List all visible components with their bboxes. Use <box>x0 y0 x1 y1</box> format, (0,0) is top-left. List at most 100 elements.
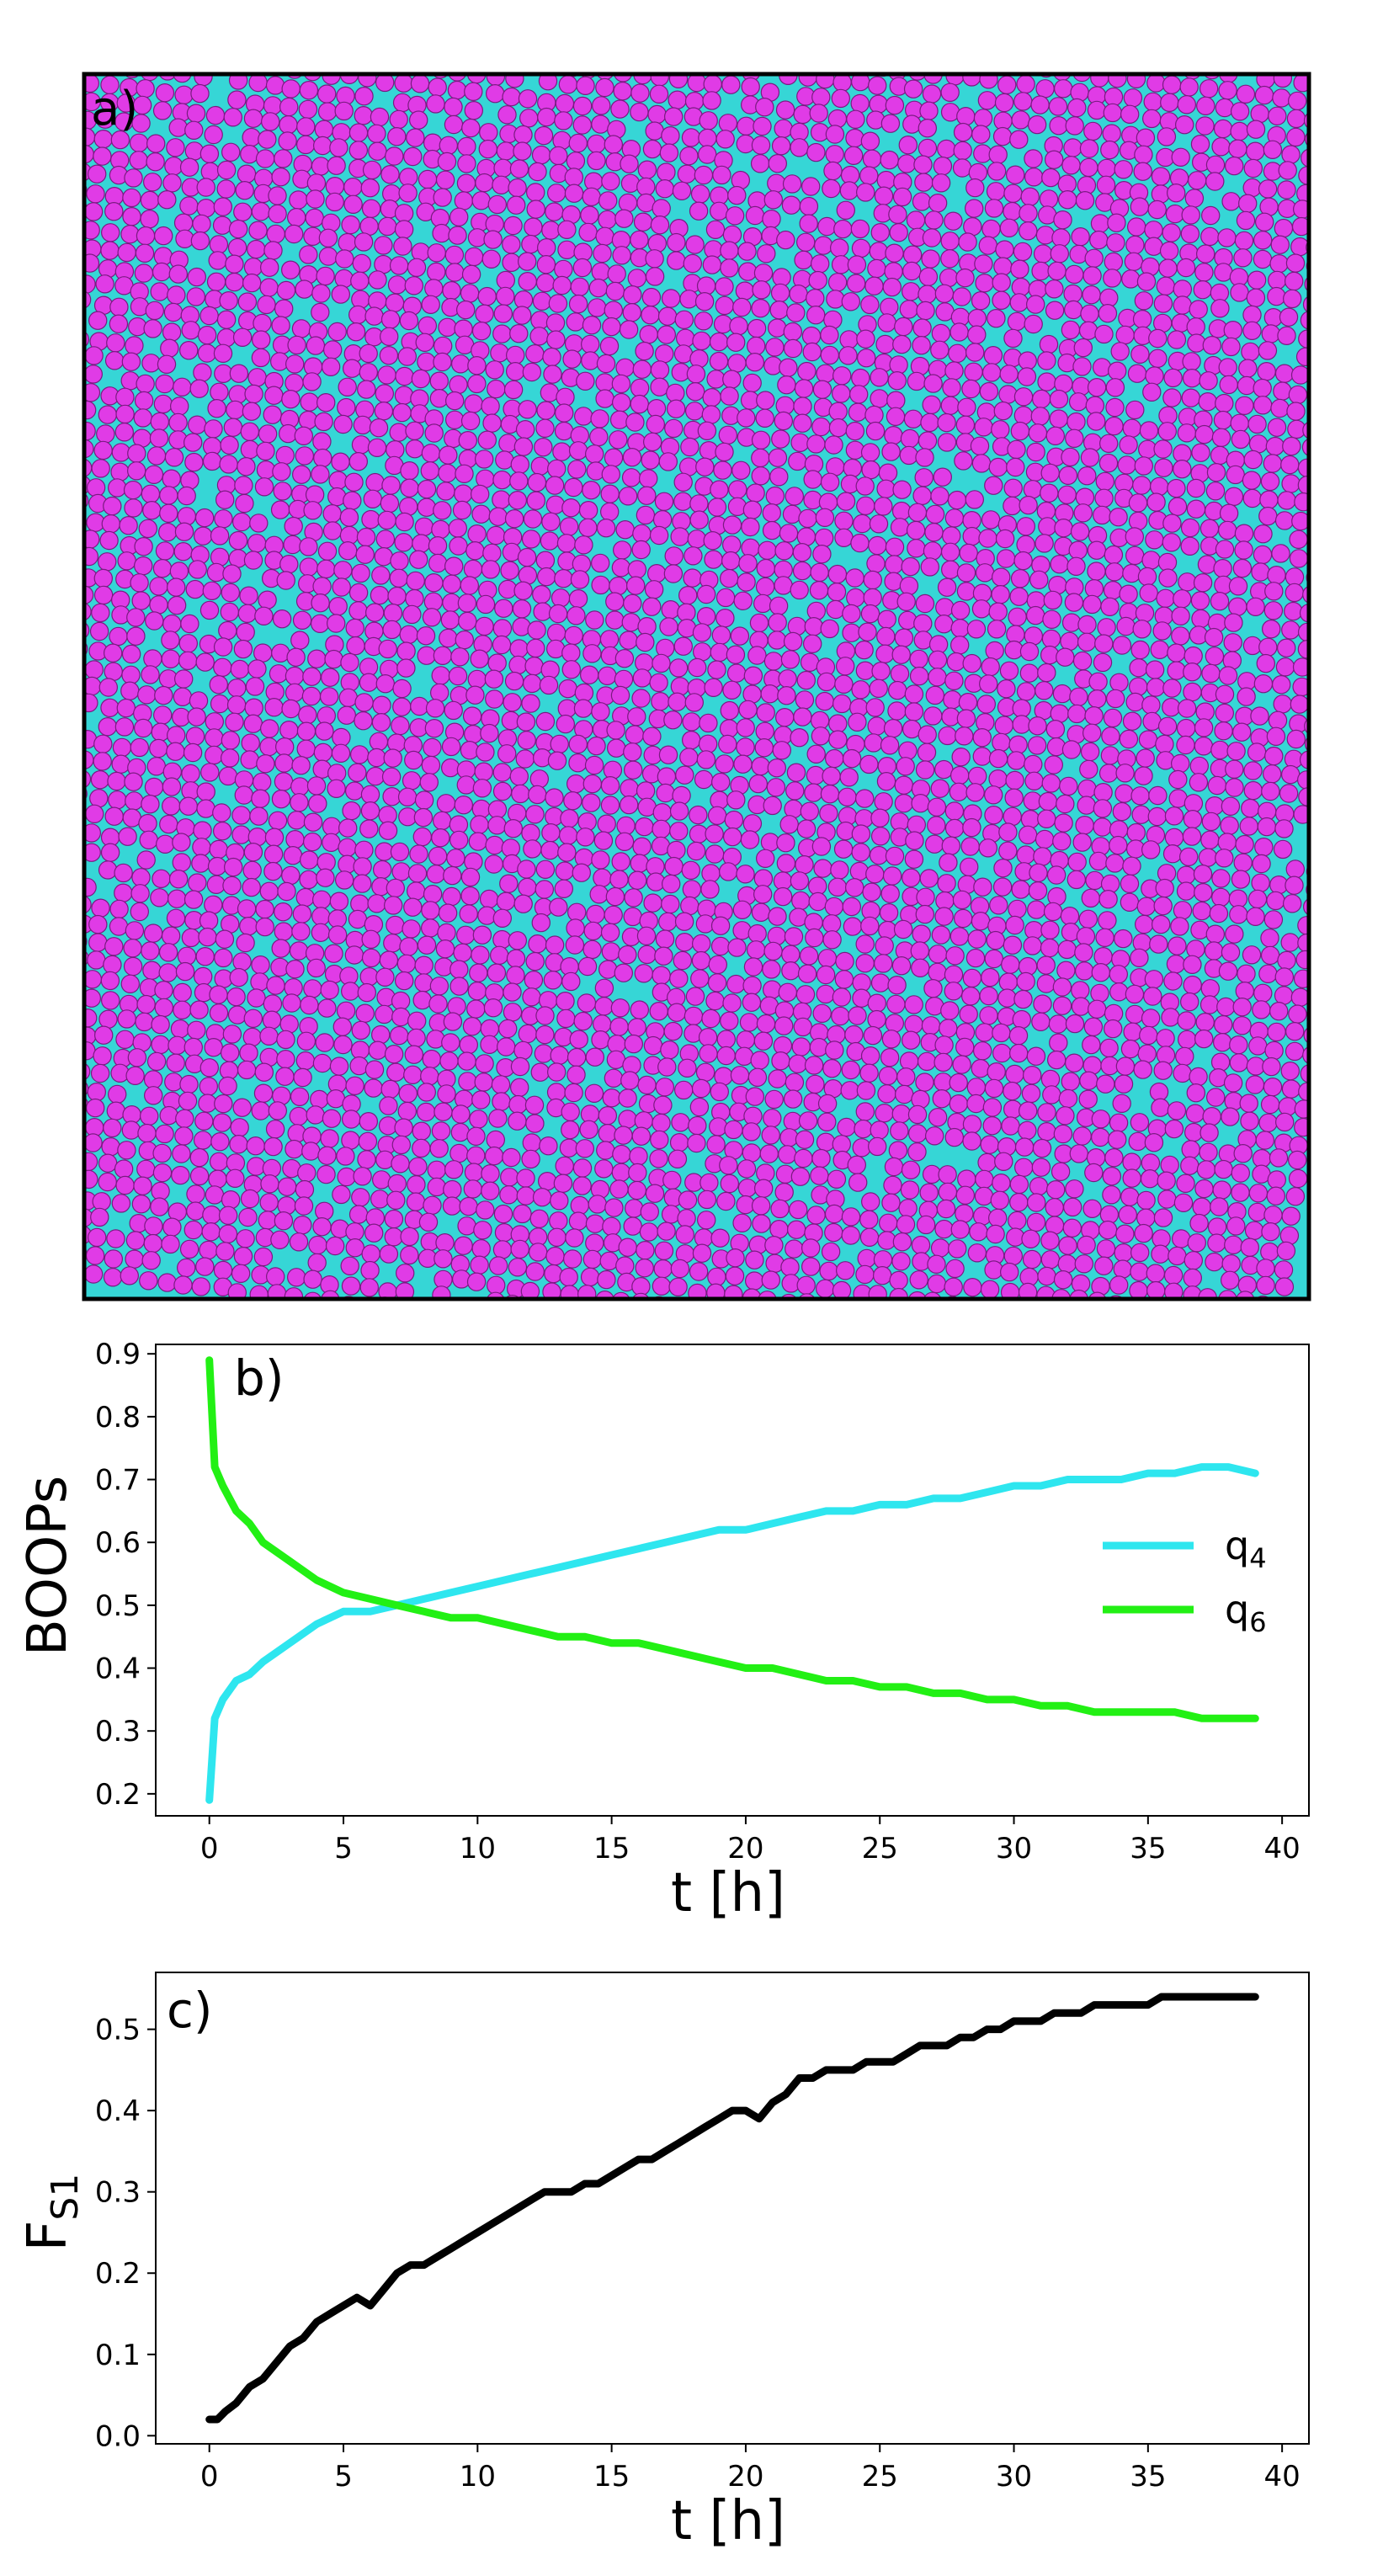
particle <box>653 1095 673 1115</box>
particle <box>248 221 268 240</box>
particle <box>311 907 331 926</box>
particle <box>152 1163 173 1183</box>
particle <box>159 503 178 524</box>
particle <box>705 220 726 239</box>
particle <box>1288 385 1308 405</box>
particle <box>831 1006 850 1026</box>
particle <box>306 336 326 355</box>
particle <box>885 537 905 557</box>
particle <box>1257 362 1276 381</box>
particle <box>157 522 178 542</box>
particle <box>610 685 630 705</box>
particle <box>1232 1016 1252 1035</box>
particle <box>1035 829 1055 849</box>
particle <box>965 783 985 802</box>
particle <box>1020 187 1040 206</box>
particle <box>696 607 716 626</box>
x-tick-label: 30 <box>996 1832 1032 1865</box>
particle <box>870 223 891 242</box>
particle <box>596 1141 615 1160</box>
particle <box>915 904 935 924</box>
particle <box>1224 1235 1243 1255</box>
particle <box>1173 1193 1194 1213</box>
particle <box>977 91 997 110</box>
particle <box>1013 989 1033 1009</box>
particle <box>959 543 978 563</box>
particle <box>582 481 601 500</box>
particle <box>338 377 357 397</box>
particle <box>942 378 961 397</box>
particle <box>338 688 358 708</box>
particle <box>364 1223 384 1243</box>
particle <box>455 630 475 650</box>
particle <box>106 333 125 353</box>
particle <box>1003 328 1023 349</box>
particle <box>1007 311 1027 332</box>
particle <box>988 145 1008 164</box>
particle <box>962 526 981 546</box>
particle <box>178 341 199 360</box>
particle <box>831 88 851 109</box>
particle <box>445 263 465 282</box>
particle <box>694 292 715 311</box>
particle <box>232 952 252 971</box>
particle <box>367 124 386 143</box>
particle <box>1250 706 1269 726</box>
particle <box>242 402 262 421</box>
particle <box>928 650 948 670</box>
particle <box>972 1041 992 1061</box>
particle <box>1158 568 1178 588</box>
x-tick-label: 5 <box>334 1832 353 1865</box>
particle <box>1228 577 1248 596</box>
particle <box>139 830 158 850</box>
particle <box>835 951 854 971</box>
particle <box>907 1142 927 1162</box>
particle <box>773 886 793 907</box>
particle <box>980 1135 999 1154</box>
particle <box>237 899 257 918</box>
particle <box>611 374 631 394</box>
particle <box>576 828 595 847</box>
particle <box>249 514 269 533</box>
particle <box>636 632 655 652</box>
particle <box>1156 588 1175 609</box>
particle <box>379 950 399 970</box>
particle <box>1252 854 1271 874</box>
particle <box>618 487 638 506</box>
particle <box>922 395 941 414</box>
y-tick-label: 0.5 <box>95 2014 141 2047</box>
particle <box>1040 1231 1060 1250</box>
particle <box>699 713 718 733</box>
particle <box>444 1160 464 1179</box>
particle <box>1180 224 1200 243</box>
particle <box>614 669 634 689</box>
particle <box>644 580 664 599</box>
particle <box>763 652 784 671</box>
particle <box>1107 1130 1127 1149</box>
particle <box>301 686 322 706</box>
particle <box>965 178 985 198</box>
particle <box>257 295 276 315</box>
particle <box>1047 261 1067 281</box>
particle <box>367 438 387 458</box>
particle <box>1210 592 1230 611</box>
particle <box>1035 681 1054 700</box>
particle <box>762 520 782 540</box>
particle <box>569 1030 588 1049</box>
particle <box>287 1268 306 1287</box>
particle <box>699 1173 719 1193</box>
particle <box>712 165 731 185</box>
particle <box>650 216 670 235</box>
particle <box>192 838 211 857</box>
particle <box>750 1051 769 1070</box>
particle <box>903 79 923 98</box>
particle <box>414 973 434 993</box>
particle <box>640 1202 660 1221</box>
particle <box>392 697 412 716</box>
particle <box>218 1206 238 1226</box>
particle <box>832 694 852 714</box>
particle <box>1267 286 1286 306</box>
particle <box>1145 660 1165 679</box>
particle <box>747 923 767 944</box>
particle <box>290 631 310 650</box>
